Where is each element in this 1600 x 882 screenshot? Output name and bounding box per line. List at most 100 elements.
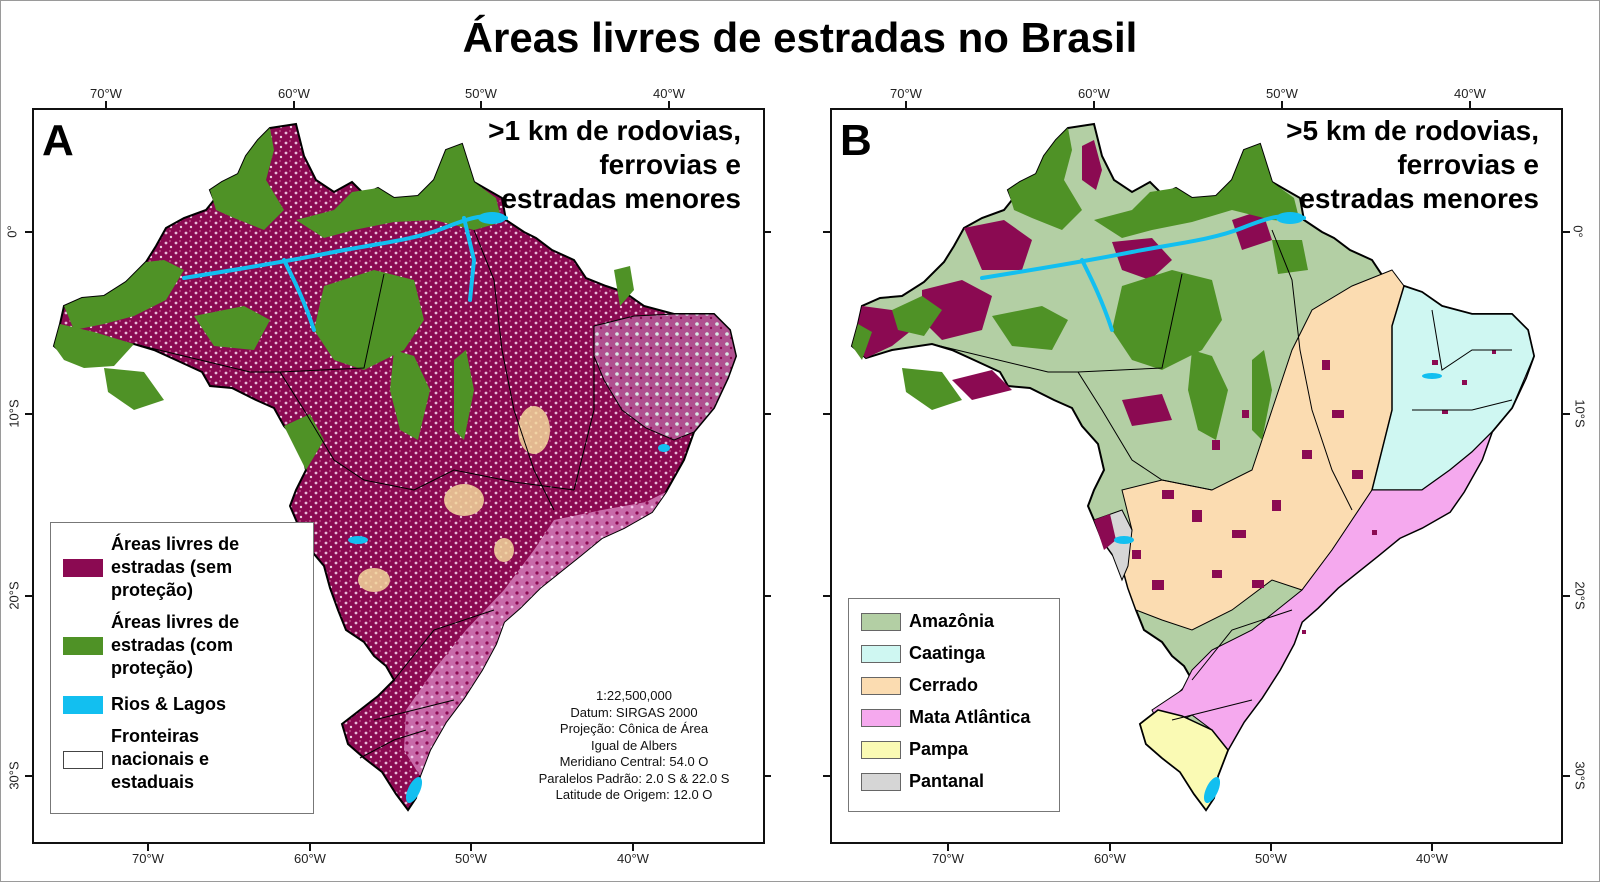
- lat-label-b: 20°S: [1572, 581, 1588, 610]
- panel-letter-b: B: [840, 116, 872, 165]
- top-lon-label-b: 70°W: [890, 86, 922, 101]
- legend-item-mata-atlantica: Mata Atlântica: [849, 707, 1030, 728]
- heading-line: ferrovias e: [599, 149, 741, 180]
- panel-heading-b: >5 km de rodovias, ferrovias e estradas …: [1286, 114, 1539, 216]
- tick: [764, 413, 771, 415]
- heading-line: estradas menores: [1299, 183, 1539, 214]
- heading-line: estradas menores: [501, 183, 741, 214]
- tick: [1562, 595, 1570, 597]
- legend-label: estaduais: [111, 772, 195, 792]
- tick: [1270, 844, 1272, 851]
- bottom-lon-label-b: 40°W: [1416, 851, 1448, 866]
- legend-label: Caatinga: [909, 643, 986, 663]
- legend-item-water: Rios & Lagos: [51, 693, 226, 716]
- swatch-water: [63, 695, 103, 714]
- tick: [25, 231, 33, 233]
- bottom-lon-label-a: 50°W: [455, 851, 487, 866]
- lat-label-b: 10°S: [1572, 399, 1588, 428]
- tick: [1469, 101, 1471, 109]
- legend-label: estradas (sem: [111, 557, 233, 577]
- tick: [1093, 101, 1095, 109]
- swatch-amazonia: [861, 612, 901, 631]
- tick: [823, 775, 831, 777]
- lat-label-a: 20°S: [6, 581, 22, 610]
- heading-line: >1 km de rodovias,: [488, 115, 741, 146]
- legend-label: estradas (com: [111, 635, 234, 655]
- tick: [309, 844, 311, 851]
- legend-label: proteção): [111, 580, 194, 600]
- tick: [25, 413, 33, 415]
- tick: [764, 775, 771, 777]
- swatch-pantanal: [861, 772, 901, 791]
- legend-label: Mata Atlântica: [909, 707, 1031, 727]
- swatch-borders: [63, 750, 103, 769]
- legend-label: Rios & Lagos: [111, 694, 227, 714]
- lat-label-a: 10°S: [6, 399, 22, 428]
- lat-label-b: 30°S: [1572, 761, 1588, 790]
- standard-parallels-text: Paralelos Padrão: 2.0 S & 22.0 S: [538, 770, 730, 786]
- tick: [1562, 775, 1570, 777]
- map-panel-b: B >5 km de rodovias, ferrovias e estrada…: [830, 108, 1563, 844]
- legend-item-caatinga: Caatinga: [849, 643, 985, 664]
- tick: [293, 101, 295, 109]
- figure-title: Áreas livres de estradas no Brasil: [462, 14, 1138, 61]
- tick: [1109, 844, 1111, 851]
- tick: [668, 101, 670, 109]
- tick: [764, 595, 771, 597]
- tick: [1562, 231, 1570, 233]
- tick: [764, 231, 771, 233]
- tick: [105, 101, 107, 109]
- bottom-lon-label-a: 40°W: [617, 851, 649, 866]
- brazil-map-b: [850, 122, 1536, 812]
- swatch-cerrado: [861, 676, 901, 695]
- tick: [632, 844, 634, 851]
- heading-line: ferrovias e: [1397, 149, 1539, 180]
- bottom-lon-label-b: 70°W: [932, 851, 964, 866]
- legend-label: Pampa: [909, 739, 969, 759]
- projection-text: Projeção: Cônica de Área: [559, 721, 709, 736]
- panel-letter-a: A: [42, 116, 74, 165]
- swatch-protected: [63, 636, 103, 655]
- legend-item-pampa: Pampa: [849, 739, 968, 760]
- top-lon-label-b: 50°W: [1266, 86, 1298, 101]
- tick: [823, 231, 831, 233]
- legend-label: Áreas livres de: [111, 534, 240, 554]
- swatch-caatinga: [861, 644, 901, 663]
- scale-text: 1:22,500,000: [596, 688, 672, 703]
- lat-label-b: 0°: [1570, 225, 1586, 238]
- swatch-pampa: [861, 740, 901, 759]
- bottom-lon-label-b: 60°W: [1094, 851, 1126, 866]
- legend-label: Cerrado: [909, 675, 979, 695]
- tick: [823, 595, 831, 597]
- lat-label-a: 30°S: [6, 761, 22, 790]
- top-lon-label-b: 60°W: [1078, 86, 1110, 101]
- tick: [1431, 844, 1433, 851]
- legend-label: Pantanal: [909, 771, 985, 791]
- map-projection-info: 1:22,500,000 Datum: SIRGAS 2000 Projeção…: [514, 688, 754, 804]
- swatch-unprotected: [63, 558, 103, 577]
- legend-item-unprotected: Áreas livres de estradas (sem proteção): [51, 533, 239, 602]
- heading-line: >5 km de rodovias,: [1286, 115, 1539, 146]
- tick: [25, 775, 33, 777]
- tick: [470, 844, 472, 851]
- legend-item-amazonia: Amazônia: [849, 611, 994, 632]
- swatch-mata-atlantica: [861, 708, 901, 727]
- tick: [480, 101, 482, 109]
- bottom-lon-label-b: 50°W: [1255, 851, 1287, 866]
- origin-latitude-text: Latitude de Origem: 12.0 O: [555, 787, 713, 802]
- legend-label: proteção): [111, 658, 194, 678]
- legend-item-protected: Áreas livres de estradas (com proteção): [51, 611, 239, 680]
- top-lon-label-a: 70°W: [90, 86, 122, 101]
- legend-item-pantanal: Pantanal: [849, 771, 984, 792]
- bottom-lon-label-a: 70°W: [132, 851, 164, 866]
- projection-text-2: Igual de Albers: [590, 737, 677, 753]
- legend-item-cerrado: Cerrado: [849, 675, 978, 696]
- datum-text: Datum: SIRGAS 2000: [570, 704, 698, 720]
- tick: [25, 595, 33, 597]
- map-panel-a: A >1 km de rodovias, ferrovias e estrada…: [32, 108, 765, 844]
- tick: [947, 844, 949, 851]
- legend-label: nacionais e: [111, 749, 210, 769]
- legend-b: Amazônia Caatinga Cerrado Mata Atlântica…: [848, 598, 1060, 812]
- top-lon-label-a: 40°W: [653, 86, 685, 101]
- panel-heading-a: >1 km de rodovias, ferrovias e estradas …: [488, 114, 741, 216]
